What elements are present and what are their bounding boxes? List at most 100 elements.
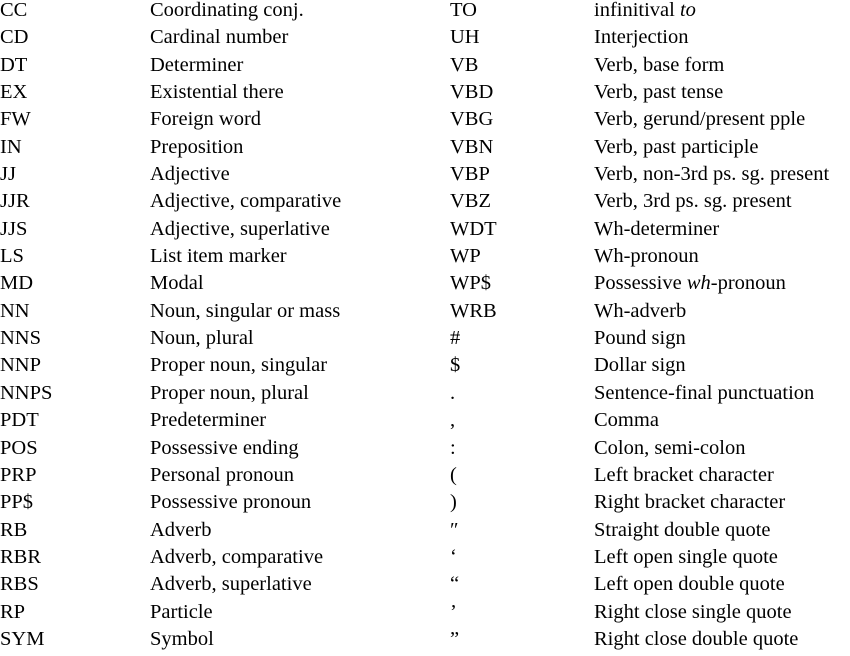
right-tag: VBG xyxy=(450,108,494,131)
left-tag: RP xyxy=(0,600,26,623)
left-description: Personal pronoun xyxy=(150,463,295,486)
table-row: NNS Noun, plural # Pound sign xyxy=(0,328,850,355)
right-description: Verb, non-3rd ps. sg. present xyxy=(594,163,830,186)
table-row: RBR Adverb, comparative ‘ Left open sing… xyxy=(0,547,850,574)
table-row: JJ Adjective VBP Verb, non-3rd ps. sg. p… xyxy=(0,164,850,191)
table-row: NN Noun, singular or mass WRB Wh-adverb xyxy=(0,301,850,328)
left-description: Coordinating conj. xyxy=(150,0,304,21)
left-tag: PP$ xyxy=(0,491,34,514)
table-row: RBS Adverb, superlative “ Left open doub… xyxy=(0,574,850,601)
left-description: Particle xyxy=(150,600,213,623)
right-tag: . xyxy=(450,381,456,404)
right-description: Left bracket character xyxy=(594,463,774,486)
right-tag: ‘ xyxy=(450,545,457,568)
left-tag: EX xyxy=(0,81,28,104)
right-description: Dollar sign xyxy=(594,354,686,377)
right-description: Left open double quote xyxy=(594,573,785,596)
right-description: Verb, past participle xyxy=(594,135,759,158)
left-description: Symbol xyxy=(150,627,214,650)
left-description: List item marker xyxy=(150,245,287,268)
left-description: Existential there xyxy=(150,81,284,104)
right-tag: VBP xyxy=(450,163,490,186)
left-description: Noun, plural xyxy=(150,327,254,350)
left-description: Predeterminer xyxy=(150,409,267,432)
table-row: SYM Symbol ” Right close double quote xyxy=(0,629,850,656)
right-tag: VBD xyxy=(450,81,494,104)
table-row: JJS Adjective, superlative WDT Wh-determ… xyxy=(0,219,850,246)
left-description: Preposition xyxy=(150,135,244,158)
right-description: Verb, past tense xyxy=(594,81,724,104)
right-tag: “ xyxy=(450,573,460,596)
right-tag: ” xyxy=(450,627,460,650)
table-row: RB Adverb ″ Straight double quote xyxy=(0,518,850,547)
left-tag: LS xyxy=(0,245,24,268)
right-tag: WP xyxy=(450,245,481,268)
right-tag: UH xyxy=(450,26,480,49)
right-description: Verb, 3rd ps. sg. present xyxy=(594,190,792,213)
table-row: MD Modal WP$ Possessive wh-pronoun xyxy=(0,273,850,300)
table-row: NNPS Proper noun, plural . Sentence-fina… xyxy=(0,383,850,410)
right-description: Right close single quote xyxy=(594,600,792,623)
table-row: EX Existential there VBD Verb, past tens… xyxy=(0,82,850,109)
right-description: Wh-pronoun xyxy=(594,245,699,268)
left-tag: RBS xyxy=(0,573,39,596)
left-description: Adjective, superlative xyxy=(150,217,330,240)
left-tag: JJS xyxy=(0,217,28,240)
left-tag: CC xyxy=(0,0,28,21)
table-row: CC Coordinating conj. TO infinitival to xyxy=(0,0,850,27)
right-description: Interjection xyxy=(594,26,689,49)
left-description: Foreign word xyxy=(150,108,262,131)
left-tag: FW xyxy=(0,108,31,131)
right-tag: VBZ xyxy=(450,190,491,213)
right-tag: WRB xyxy=(450,299,497,322)
right-tag: , xyxy=(450,409,456,432)
left-tag: SYM xyxy=(0,627,45,650)
right-tag: VBN xyxy=(450,135,494,158)
right-tag: ″ xyxy=(450,518,459,541)
left-tag: NNPS xyxy=(0,381,53,404)
right-tag: VB xyxy=(450,53,479,76)
left-description: Possessive ending xyxy=(150,436,299,459)
right-tag: # xyxy=(450,327,461,350)
right-tag: TO xyxy=(450,0,477,21)
left-tag: CD xyxy=(0,26,29,49)
right-tag: $ xyxy=(450,354,461,377)
table-row: RP Particle ’ Right close single quote xyxy=(0,600,850,629)
right-tag: WDT xyxy=(450,217,497,240)
left-tag: DT xyxy=(0,53,28,76)
right-tag: ’ xyxy=(450,600,457,623)
left-tag: JJR xyxy=(0,190,30,213)
left-description: Noun, singular or mass xyxy=(150,299,341,322)
left-tag: NNP xyxy=(0,354,42,377)
right-description: Verb, gerund/present pple xyxy=(594,108,806,131)
table-row: FW Foreign word VBG Verb, gerund/present… xyxy=(0,109,850,136)
left-tag: NNS xyxy=(0,327,42,350)
right-tag: : xyxy=(450,436,456,459)
table-row: PDT Predeterminer , Comma xyxy=(0,410,850,437)
right-description: Sentence-final punctuation xyxy=(594,381,815,404)
right-description: infinitival to xyxy=(594,0,696,21)
left-tag: JJ xyxy=(0,163,16,186)
table-row: PP$ Possessive pronoun ) Right bracket c… xyxy=(0,492,850,519)
right-tag: WP$ xyxy=(450,272,491,295)
left-tag: NN xyxy=(0,299,30,322)
left-tag: RBR xyxy=(0,545,42,568)
table-row: NNP Proper noun, singular $ Dollar sign xyxy=(0,355,850,382)
left-description: Proper noun, singular xyxy=(150,354,328,377)
left-tag: IN xyxy=(0,135,22,158)
right-description: Right bracket character xyxy=(594,491,786,514)
left-tag: POS xyxy=(0,436,38,459)
left-description: Proper noun, plural xyxy=(150,381,309,404)
left-description: Modal xyxy=(150,272,204,295)
left-tag: PRP xyxy=(0,463,37,486)
table-row: DT Determiner VB Verb, base form xyxy=(0,53,850,82)
right-description: Wh-determiner xyxy=(594,217,720,240)
right-description: Straight double quote xyxy=(594,518,771,541)
right-description: Pound sign xyxy=(594,327,686,350)
table-row: CD Cardinal number UH Interjection xyxy=(0,27,850,54)
right-tag: ( xyxy=(450,463,457,486)
left-description: Adverb xyxy=(150,518,212,541)
table-row: PRP Personal pronoun ( Left bracket char… xyxy=(0,465,850,492)
right-description: Possessive wh-pronoun xyxy=(594,272,786,295)
